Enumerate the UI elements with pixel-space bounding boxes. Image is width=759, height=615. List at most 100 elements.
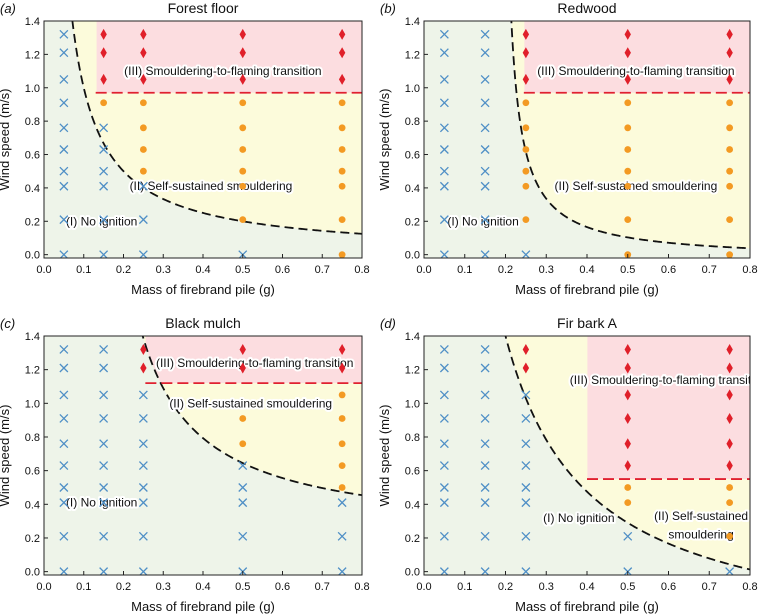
marker-no-ignition (138, 414, 148, 423)
marker-no-ignition (59, 166, 69, 176)
y-tick-label: 0.6 (25, 466, 40, 478)
chart-panel-1: (I) No ignition(III) Smouldering-to-flam… (0, 0, 370, 297)
ignition-boundary (71, 21, 362, 235)
marker-no-ignition (99, 363, 109, 373)
marker-no-ignition (439, 439, 449, 449)
marker-flaming (140, 73, 147, 85)
marker-no-ignition (480, 390, 490, 400)
marker-smouldering (726, 99, 734, 107)
marker-no-ignition (238, 461, 248, 471)
chart-title: Black mulch (165, 315, 240, 331)
y-tick-label: 0.4 (405, 499, 420, 511)
marker-no-ignition (725, 567, 735, 575)
y-axis-title: Wind speed (m/s) (377, 89, 392, 191)
y-tick-label: 0.6 (405, 150, 420, 162)
x-tick-label: 0.5 (235, 264, 250, 276)
marker-smouldering (624, 484, 632, 491)
marker-flaming (624, 28, 631, 40)
marker-flaming (239, 343, 246, 355)
label-smouldering: (II) Self-sustained smouldering (130, 179, 293, 193)
marker-no-ignition (238, 531, 248, 541)
marker-no-ignition (480, 145, 490, 154)
marker-no-ignition (480, 461, 490, 471)
marker-no-ignition (99, 461, 109, 471)
y-tick-label: 0.2 (405, 216, 420, 228)
marker-no-ignition (480, 567, 490, 575)
marker-flaming (624, 460, 631, 472)
marker-smouldering (522, 146, 530, 153)
marker-no-ignition (138, 498, 148, 508)
y-tick-label: 0.6 (25, 150, 40, 162)
y-tick-label: 1.0 (405, 398, 420, 410)
marker-no-ignition (439, 166, 449, 176)
marker-no-ignition (439, 98, 449, 108)
marker-no-ignition (138, 461, 148, 471)
marker-no-ignition (59, 531, 69, 541)
marker-smouldering (338, 440, 346, 448)
label-flaming-transition: (III) Smouldering-to-flaming transition (570, 373, 759, 387)
x-tick-label: 0.0 (36, 581, 51, 593)
marker-no-ignition (439, 250, 449, 258)
y-tick-label: 1.2 (405, 365, 420, 377)
marker-flaming (726, 343, 733, 355)
marker-no-ignition (439, 345, 449, 354)
x-tick-label: 0.1 (457, 264, 472, 276)
marker-no-ignition (480, 498, 490, 508)
y-tick-label: 1.2 (405, 49, 420, 61)
marker-no-ignition (99, 166, 109, 176)
y-tick-label: 0.0 (25, 567, 40, 579)
y-tick-label: 1.4 (25, 331, 40, 343)
chart-panel-2: (I) No ignition(III) Smouldering-to-flam… (377, 0, 758, 297)
x-tick-label: 0.6 (275, 581, 290, 593)
label-no-ignition: (I) No ignition (543, 511, 614, 525)
y-tick-label: 1.4 (25, 16, 40, 28)
y-tick-label: 1.4 (405, 16, 420, 28)
marker-no-ignition (99, 390, 109, 400)
region-flaming (96, 21, 362, 93)
marker-no-ignition (138, 483, 148, 492)
marker-no-ignition (99, 145, 109, 154)
marker-no-ignition (521, 439, 531, 449)
y-tick-label: 0.0 (405, 567, 420, 579)
marker-no-ignition (59, 123, 69, 133)
marker-no-ignition (337, 498, 347, 508)
plot-area: (I) No ignition(III) Smouldering-to-flam… (44, 21, 362, 258)
y-tick-label: 0.0 (25, 250, 40, 262)
ignition-boundary (141, 336, 362, 497)
y-axis-title: Wind speed (m/s) (377, 405, 392, 507)
marker-no-ignition (59, 48, 69, 58)
marker-smouldering (726, 484, 734, 491)
marker-flaming (100, 73, 107, 85)
marker-flaming (726, 438, 733, 450)
y-tick-label: 0.0 (405, 250, 420, 262)
marker-flaming (522, 47, 530, 59)
marker-no-ignition (99, 567, 109, 575)
marker-no-ignition (138, 567, 148, 575)
marker-smouldering (338, 484, 346, 491)
marker-flaming (100, 28, 107, 40)
marker-flaming (726, 73, 733, 85)
x-tick-label: 0.6 (275, 264, 290, 276)
x-tick-label: 0.8 (742, 264, 757, 276)
x-tick-label: 0.2 (116, 264, 131, 276)
marker-no-ignition (480, 48, 490, 58)
chart-title: Redwood (557, 0, 616, 16)
label-no-ignition: (I) No ignition (66, 496, 137, 510)
marker-flaming (239, 28, 246, 40)
marker-smouldering (522, 167, 530, 175)
label-flaming-transition: (III) Smouldering-to-flaming transition (537, 64, 734, 78)
y-tick-label: 1.4 (405, 331, 420, 343)
y-tick-label: 0.8 (25, 116, 40, 128)
x-tick-label: 0.2 (498, 264, 513, 276)
marker-smouldering (239, 167, 247, 175)
marker-no-ignition (59, 345, 69, 354)
ignition-boundary (504, 336, 750, 571)
marker-smouldering (726, 146, 734, 153)
marker-smouldering (522, 182, 530, 190)
x-tick-label: 0.4 (579, 581, 594, 593)
marker-no-ignition (439, 181, 449, 191)
marker-smouldering (239, 99, 247, 107)
marker-no-ignition (521, 567, 531, 575)
marker-no-ignition (59, 215, 69, 225)
